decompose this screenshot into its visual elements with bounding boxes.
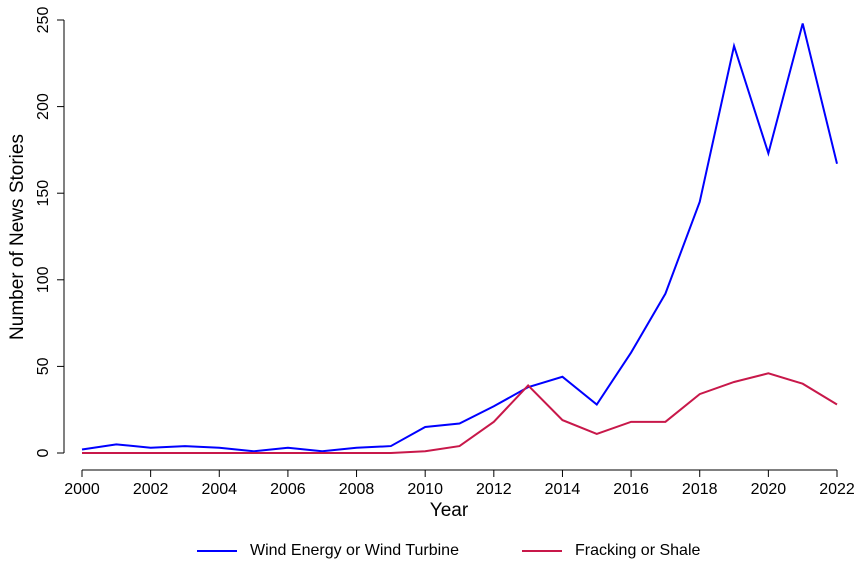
y-tick-label: 0	[35, 448, 52, 457]
x-axis-label: Year	[430, 500, 469, 521]
y-tick-label: 200	[35, 93, 52, 120]
y-tick-label: 50	[35, 357, 52, 375]
y-tick-label: 250	[35, 7, 52, 34]
legend-label: Fracking or Shale	[575, 542, 700, 559]
y-tick-label: 100	[35, 266, 52, 293]
x-tick-label: 2006	[270, 481, 306, 498]
y-axis-label: Number of News Stories	[7, 134, 28, 340]
x-tick-label: 2020	[751, 481, 787, 498]
x-tick-label: 2008	[339, 481, 375, 498]
x-tick-label: 2014	[545, 481, 581, 498]
x-tick-label: 2018	[682, 481, 718, 498]
x-tick-label: 2004	[201, 481, 237, 498]
x-tick-label: 2012	[476, 481, 512, 498]
x-tick-label: 2010	[407, 481, 443, 498]
y-tick-label: 150	[35, 180, 52, 207]
series-line	[81, 23, 838, 453]
x-tick-label: 2016	[613, 481, 649, 498]
legend-label: Wind Energy or Wind Turbine	[250, 542, 459, 559]
x-tick-label: 2000	[64, 481, 100, 498]
x-tick-label: 2022	[819, 481, 855, 498]
x-tick-label: 2002	[133, 481, 169, 498]
series-line	[82, 372, 838, 454]
